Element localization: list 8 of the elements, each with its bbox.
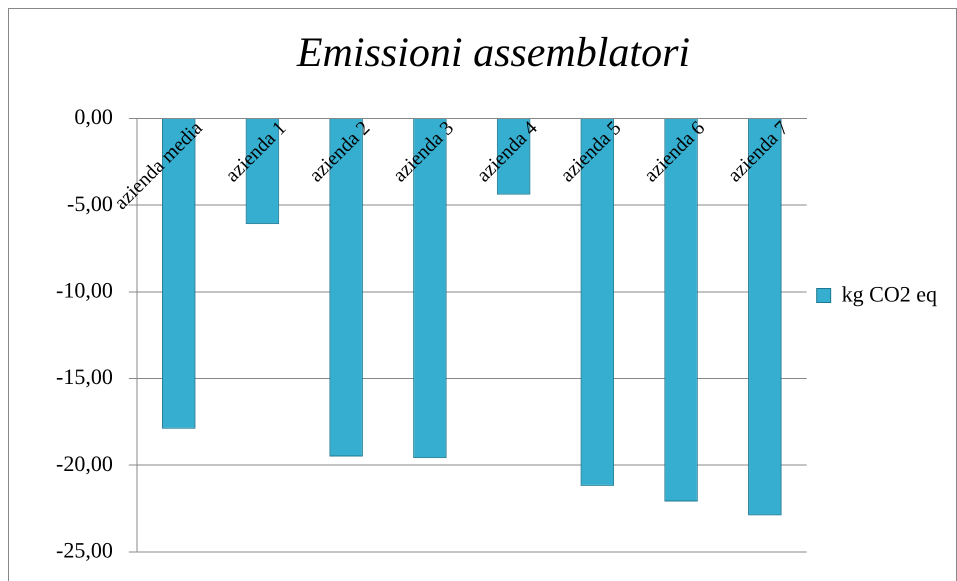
legend-label: kg CO2 eq — [842, 281, 937, 306]
chart-title: Emissioni assemblatori — [296, 30, 690, 76]
y-tick-label: -20,00 — [56, 450, 113, 476]
y-tick-label: -25,00 — [56, 538, 113, 563]
y-tick-label: -10,00 — [56, 278, 113, 303]
y-tick-label: -15,00 — [56, 364, 113, 390]
y-tick-label: -5,00 — [67, 190, 113, 216]
y-tick-label: 0,00 — [74, 104, 113, 130]
